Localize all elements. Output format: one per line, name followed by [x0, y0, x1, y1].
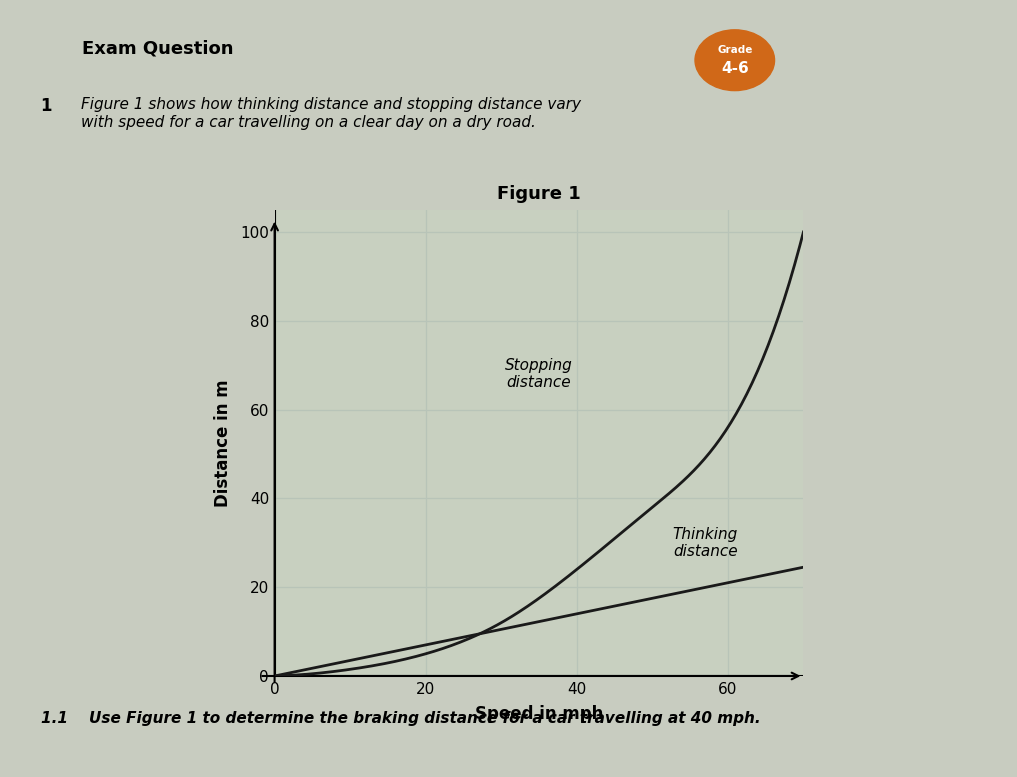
Text: 4-6: 4-6 — [721, 61, 749, 75]
Text: Stopping
distance: Stopping distance — [505, 358, 573, 390]
Text: Figure 1 shows how thinking distance and stopping distance vary
with speed for a: Figure 1 shows how thinking distance and… — [81, 97, 582, 130]
Text: Grade: Grade — [717, 45, 753, 55]
Text: Thinking
distance: Thinking distance — [672, 527, 738, 559]
Title: Figure 1: Figure 1 — [497, 185, 581, 203]
Text: Exam Question: Exam Question — [82, 40, 233, 57]
Text: 1.1    Use Figure 1 to determine the braking distance for a car travelling at 40: 1.1 Use Figure 1 to determine the brakin… — [41, 711, 761, 726]
Y-axis label: Distance in m: Distance in m — [214, 379, 232, 507]
X-axis label: Speed in mph: Speed in mph — [475, 705, 603, 723]
Circle shape — [695, 30, 775, 91]
Text: 1: 1 — [41, 97, 52, 115]
